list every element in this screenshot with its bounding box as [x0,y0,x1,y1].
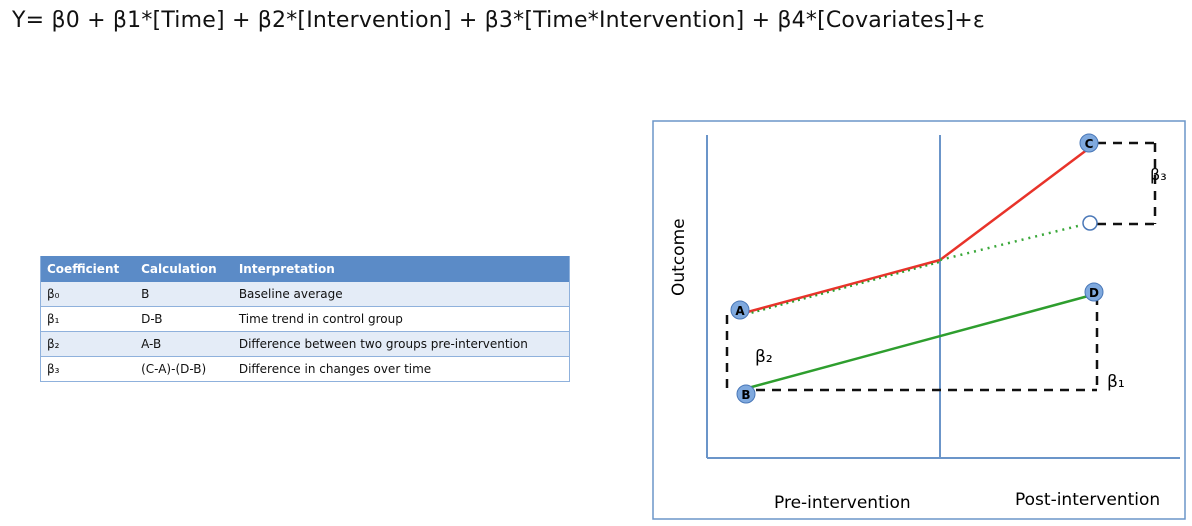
point-a: A [730,300,750,320]
cell-interpretation: Baseline average [232,282,570,307]
intervention-post-line [939,145,1093,261]
cell-calculation: B [135,282,233,307]
y-axis-label: Outcome [669,218,689,296]
dashed-guides [725,141,1157,392]
header-calculation: Calculation [135,256,233,282]
regression-formula: Y= β0 + β1*[Time] + β2*[Intervention] + … [12,8,985,33]
point-c-label: C [1085,137,1094,151]
cell-calculation: D-B [135,306,233,332]
beta2-label: β₂ [755,347,773,367]
control-line [747,293,1093,390]
beta3-label: β₃ [1150,165,1167,184]
x-label-post: Post-intervention [1015,490,1160,510]
coefficient-table: Coefficient Calculation Interpretation β… [40,256,570,382]
counterfactual-post-line [939,221,1091,262]
cell-coefficient: β₂ [40,331,136,357]
cell-interpretation: Time trend in control group [232,306,570,332]
table-row: β₀ B Baseline average [40,282,570,307]
counterfactual-pre-line [739,261,941,317]
header-coefficient: Coefficient [40,256,136,282]
point-b: B [736,384,756,404]
point-a-label: A [735,304,745,318]
point-c: C [1079,133,1099,153]
counterfactual-point [1082,215,1098,231]
diagram-frame [652,120,1186,520]
cell-coefficient: β₃ [40,356,136,382]
cell-interpretation: Difference between two groups pre-interv… [232,331,570,357]
table-header-row: Coefficient Calculation Interpretation [40,256,570,282]
beta1-label: β₁ [1107,372,1125,392]
intervention-pre-line [739,258,941,316]
cell-calculation: (C-A)-(D-B) [135,356,233,382]
x-label-pre: Pre-intervention [774,493,911,513]
cell-interpretation: Difference in changes over time [232,356,570,382]
header-interpretation: Interpretation [232,256,570,282]
cell-coefficient: β₀ [40,282,136,307]
point-d-label: D [1089,286,1099,300]
cell-coefficient: β₁ [40,306,136,332]
point-b-label: B [741,388,750,402]
table-row: β₁ D-B Time trend in control group [40,306,570,332]
table-row: β₃ (C-A)-(D-B) Difference in changes ove… [40,356,570,382]
table-row: β₂ A-B Difference between two groups pre… [40,331,570,357]
point-d: D [1084,282,1104,302]
cell-calculation: A-B [135,331,233,357]
